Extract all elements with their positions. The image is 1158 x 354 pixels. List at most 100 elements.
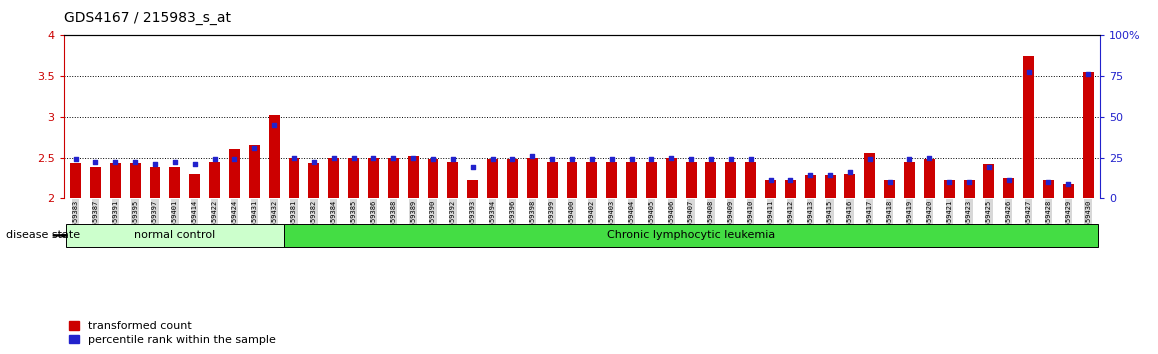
Bar — [269, 115, 279, 198]
Bar — [746, 161, 756, 198]
Point — [384, 155, 403, 160]
Point — [66, 156, 85, 162]
Bar — [924, 159, 935, 198]
Point — [1039, 179, 1057, 185]
Point — [1079, 72, 1098, 77]
Bar — [1003, 178, 1014, 198]
Point — [582, 156, 601, 162]
Point — [185, 161, 204, 167]
Bar — [686, 161, 697, 198]
Bar — [983, 164, 995, 198]
Point — [424, 156, 442, 162]
Point — [146, 161, 164, 167]
Point — [980, 165, 998, 170]
Bar — [66, 224, 284, 246]
Point — [702, 156, 720, 162]
Point — [305, 159, 323, 164]
Bar — [507, 159, 518, 198]
Bar — [963, 180, 975, 198]
Text: GDS4167 / 215983_s_at: GDS4167 / 215983_s_at — [64, 11, 230, 25]
Point — [543, 156, 562, 162]
Bar — [249, 145, 259, 198]
Bar — [566, 161, 578, 198]
Bar — [169, 167, 181, 198]
Point — [107, 159, 125, 164]
Text: Chronic lymphocytic leukemia: Chronic lymphocytic leukemia — [607, 230, 775, 240]
Point — [503, 156, 521, 162]
Bar — [725, 161, 736, 198]
Bar — [408, 156, 418, 198]
Bar — [1063, 184, 1073, 198]
Bar — [90, 167, 101, 198]
Point — [285, 155, 303, 160]
Bar — [447, 161, 459, 198]
Bar — [527, 158, 537, 198]
Point — [265, 122, 284, 128]
Bar — [308, 163, 320, 198]
Point — [205, 156, 223, 162]
Point — [801, 173, 820, 178]
Point — [821, 173, 840, 178]
Point — [324, 155, 343, 160]
Bar — [488, 159, 498, 198]
Point — [721, 156, 740, 162]
Bar — [547, 161, 557, 198]
Bar — [388, 158, 398, 198]
Bar — [328, 158, 339, 198]
Bar — [189, 174, 200, 198]
Bar — [646, 161, 657, 198]
Point — [444, 156, 462, 162]
Point — [602, 156, 621, 162]
Bar — [427, 159, 439, 198]
Point — [463, 165, 482, 170]
Point — [900, 156, 918, 162]
Point — [126, 159, 145, 164]
Bar — [467, 180, 478, 198]
Point — [662, 155, 681, 160]
Point — [761, 177, 779, 183]
Bar — [904, 161, 915, 198]
Point — [622, 156, 640, 162]
Point — [860, 156, 879, 162]
Point — [880, 179, 899, 185]
Point — [921, 155, 939, 160]
Point — [245, 145, 264, 150]
Bar — [130, 163, 140, 198]
Point — [782, 177, 800, 183]
Bar — [284, 224, 1098, 246]
Bar — [944, 180, 954, 198]
Bar — [1083, 72, 1093, 198]
Bar — [607, 161, 617, 198]
Point — [523, 153, 542, 159]
Point — [344, 155, 362, 160]
Bar — [1043, 180, 1054, 198]
Bar — [368, 158, 379, 198]
Bar — [705, 161, 717, 198]
Bar — [71, 163, 81, 198]
Point — [999, 177, 1018, 183]
Point — [741, 156, 760, 162]
Bar — [210, 161, 220, 198]
Bar — [666, 158, 676, 198]
Text: normal control: normal control — [134, 230, 215, 240]
Point — [166, 159, 184, 164]
Bar — [885, 180, 895, 198]
Bar — [844, 174, 856, 198]
Point — [940, 179, 959, 185]
Point — [841, 169, 859, 175]
Bar — [110, 163, 120, 198]
Bar — [864, 154, 875, 198]
Bar — [149, 167, 161, 198]
Bar — [229, 149, 240, 198]
Point — [1019, 69, 1038, 75]
Bar — [586, 161, 598, 198]
Bar — [805, 176, 815, 198]
Point — [1060, 181, 1078, 187]
Point — [643, 156, 661, 162]
Bar — [765, 180, 776, 198]
Bar — [626, 161, 637, 198]
Point — [563, 156, 581, 162]
Point — [86, 159, 104, 164]
Point — [364, 155, 382, 160]
Bar — [349, 158, 359, 198]
